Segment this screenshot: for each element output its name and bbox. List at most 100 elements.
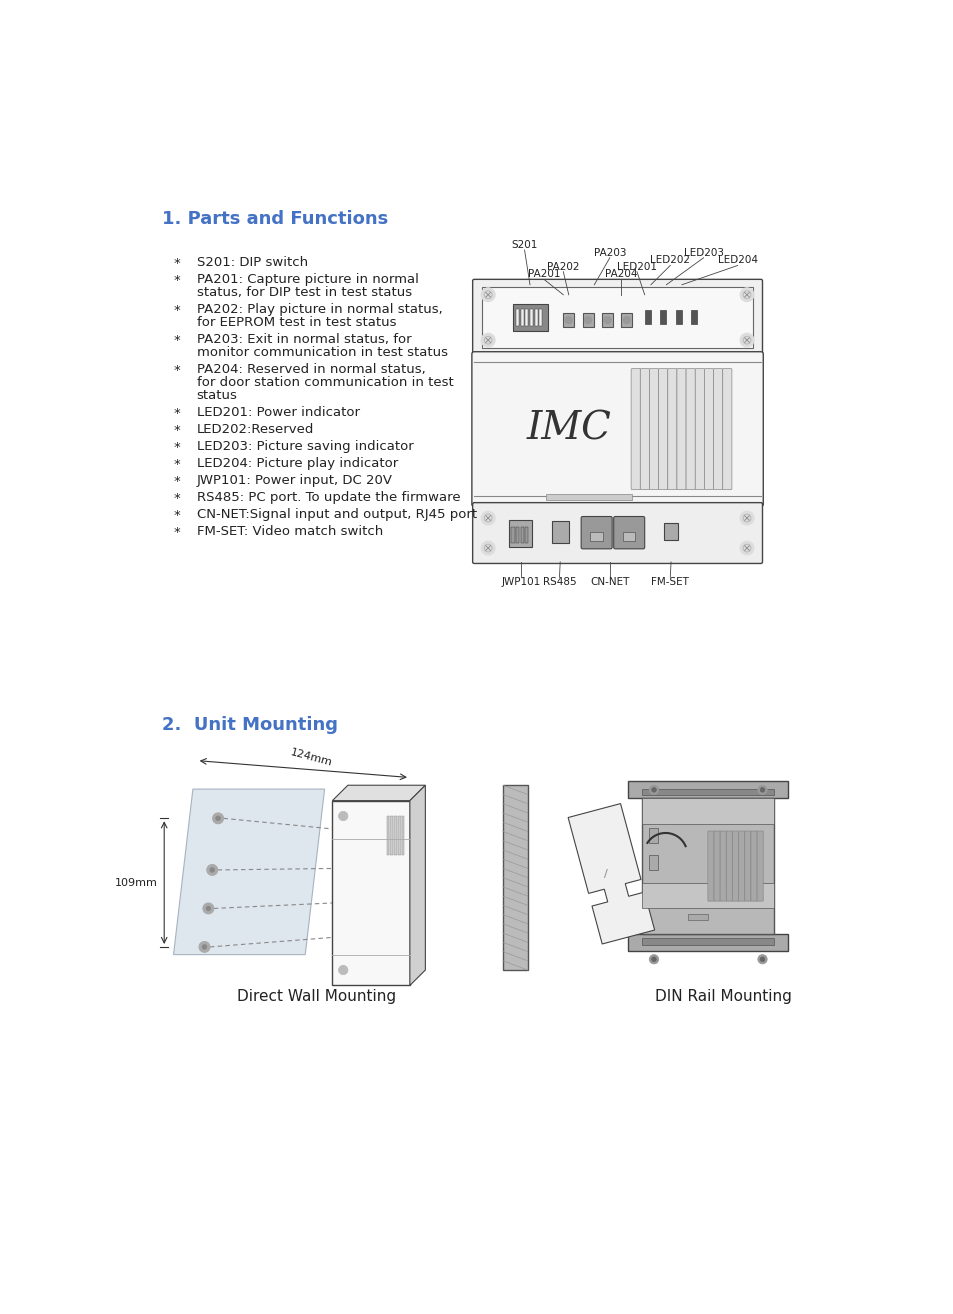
Circle shape: [740, 541, 753, 555]
Bar: [481, 286, 753, 348]
Bar: [648, 854, 658, 870]
Bar: [520, 527, 523, 543]
Bar: [641, 883, 773, 908]
Circle shape: [203, 903, 213, 913]
FancyBboxPatch shape: [725, 830, 732, 901]
Circle shape: [206, 907, 211, 911]
Polygon shape: [332, 786, 425, 800]
Circle shape: [740, 334, 753, 347]
Text: *: *: [173, 509, 180, 522]
FancyBboxPatch shape: [707, 830, 713, 901]
Bar: [590, 532, 602, 541]
Circle shape: [213, 813, 223, 824]
Circle shape: [199, 942, 210, 953]
Bar: [538, 309, 542, 326]
Text: 1. Parts and Functions: 1. Parts and Functions: [162, 210, 388, 229]
Bar: [513, 304, 547, 331]
Text: DIN Rail Mounting: DIN Rail Mounting: [655, 989, 791, 1004]
FancyBboxPatch shape: [631, 369, 639, 490]
Text: S201: DIP switch: S201: DIP switch: [196, 256, 308, 269]
FancyBboxPatch shape: [722, 369, 731, 490]
Text: PA202: Play picture in normal status,: PA202: Play picture in normal status,: [196, 304, 442, 317]
Text: Direct Wall Mounting: Direct Wall Mounting: [237, 989, 396, 1004]
Bar: [582, 313, 593, 327]
Circle shape: [760, 957, 764, 962]
Text: for EEPROM test in test status: for EEPROM test in test status: [196, 317, 395, 330]
Text: *: *: [173, 334, 180, 347]
Text: *: *: [173, 459, 180, 470]
Circle shape: [480, 334, 495, 347]
Text: LED202:Reserved: LED202:Reserved: [196, 423, 314, 436]
Circle shape: [583, 317, 592, 325]
Text: PA203: Exit in normal status, for: PA203: Exit in normal status, for: [196, 334, 411, 347]
Text: *: *: [173, 424, 180, 438]
Polygon shape: [173, 790, 324, 955]
Text: LED204: Picture play indicator: LED204: Picture play indicator: [196, 457, 397, 470]
Bar: [402, 816, 404, 854]
Text: S201: S201: [511, 240, 537, 250]
FancyBboxPatch shape: [695, 369, 703, 490]
Text: LED202: LED202: [650, 255, 690, 265]
FancyBboxPatch shape: [703, 369, 713, 490]
Text: LED203: LED203: [683, 248, 722, 258]
FancyBboxPatch shape: [613, 516, 644, 549]
Text: PA201: PA201: [527, 269, 559, 280]
Bar: [386, 816, 389, 854]
FancyBboxPatch shape: [649, 369, 658, 490]
Text: PA204: PA204: [604, 269, 637, 280]
Circle shape: [480, 288, 495, 302]
Circle shape: [651, 957, 656, 962]
FancyBboxPatch shape: [750, 830, 757, 901]
Text: 124mm: 124mm: [289, 748, 333, 769]
Circle shape: [480, 511, 495, 526]
Circle shape: [649, 786, 658, 795]
Bar: [530, 309, 533, 326]
Bar: [562, 313, 574, 327]
Text: status: status: [196, 389, 237, 402]
Text: *: *: [173, 364, 180, 377]
Text: *: *: [173, 407, 180, 420]
Circle shape: [622, 317, 630, 325]
Text: FM-SET: Video match switch: FM-SET: Video match switch: [196, 526, 382, 537]
Text: /: /: [603, 869, 607, 879]
Bar: [620, 313, 632, 327]
Text: *: *: [173, 491, 180, 505]
Text: monitor communication in test status: monitor communication in test status: [196, 347, 447, 359]
FancyBboxPatch shape: [639, 369, 649, 490]
Circle shape: [740, 288, 753, 302]
Bar: [332, 800, 410, 986]
Text: *: *: [173, 304, 180, 317]
Text: *: *: [173, 474, 180, 487]
Text: JWP101: JWP101: [500, 577, 539, 587]
FancyBboxPatch shape: [667, 369, 677, 490]
Text: PA202: PA202: [546, 261, 579, 272]
Bar: [628, 782, 787, 799]
Bar: [601, 313, 612, 327]
Bar: [509, 519, 532, 547]
Polygon shape: [568, 804, 654, 943]
FancyBboxPatch shape: [658, 369, 667, 490]
Circle shape: [338, 966, 348, 975]
FancyBboxPatch shape: [472, 352, 762, 506]
Text: RS485: RS485: [542, 577, 576, 587]
Text: FM-SET: FM-SET: [651, 577, 688, 587]
Polygon shape: [410, 786, 425, 986]
Circle shape: [210, 867, 214, 872]
Circle shape: [215, 816, 220, 821]
Bar: [545, 494, 631, 501]
FancyBboxPatch shape: [580, 516, 612, 549]
Circle shape: [757, 786, 766, 795]
Bar: [641, 790, 773, 795]
Bar: [641, 799, 773, 934]
Bar: [525, 309, 528, 326]
Circle shape: [480, 541, 495, 555]
Circle shape: [202, 945, 207, 949]
Circle shape: [338, 812, 348, 821]
Text: JWP101: Power input, DC 20V: JWP101: Power input, DC 20V: [196, 474, 393, 487]
Bar: [511, 527, 514, 543]
Text: RS485: PC port. To update the firmware: RS485: PC port. To update the firmware: [196, 491, 460, 505]
Bar: [628, 934, 787, 951]
Text: status, for DIP test in test status: status, for DIP test in test status: [196, 286, 412, 300]
Text: LED203: Picture saving indicator: LED203: Picture saving indicator: [196, 440, 413, 453]
Bar: [663, 523, 678, 540]
